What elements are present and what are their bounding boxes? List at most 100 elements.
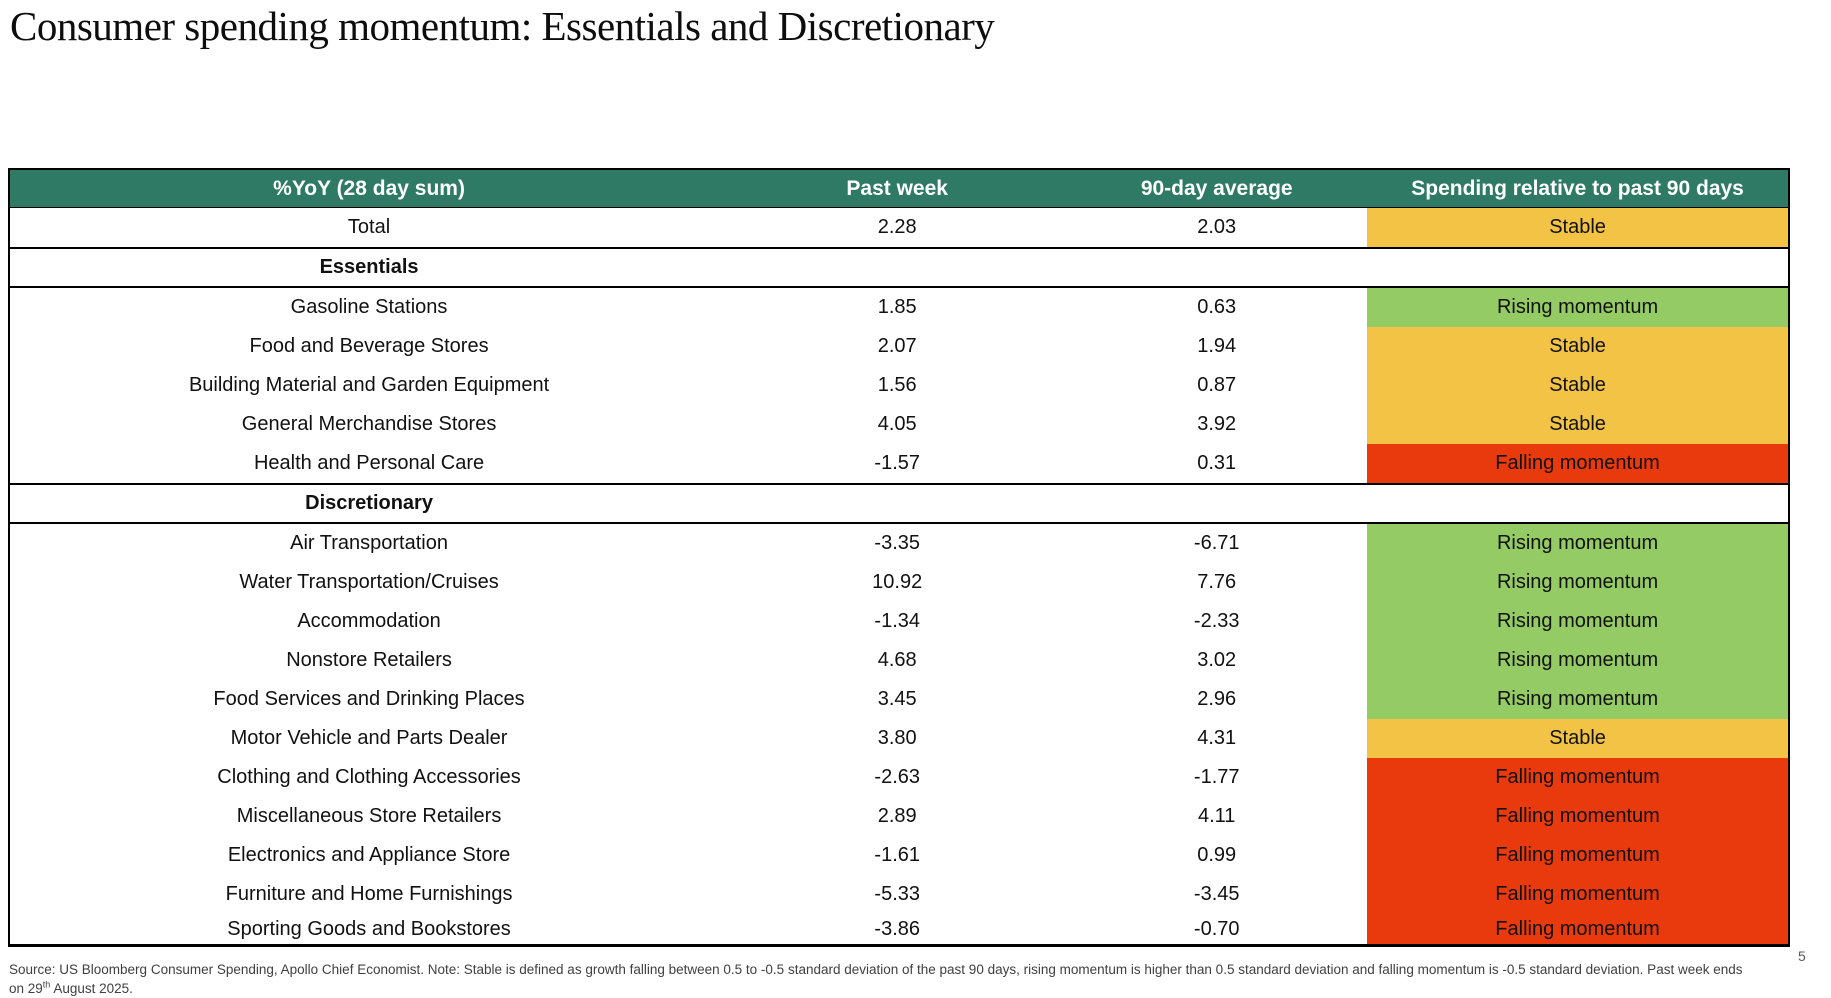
category-cell: General Merchandise Stores — [241, 413, 497, 435]
avg-90day-cell: -6.71 — [1193, 532, 1240, 554]
avg-90day-cell: 0.31 — [1197, 452, 1237, 474]
category-cell: Air Transportation — [290, 532, 448, 554]
past-week-cell: -5.33 — [874, 883, 920, 905]
table-row-food-services-and-drinking-places: Food Services and Drinking Places 3.45 2.9… — [9, 680, 1789, 719]
status-cell: Stable — [1367, 719, 1789, 758]
past-week-cell — [728, 483, 1067, 524]
category-cell: Clothing and Clothing Accessories — [217, 766, 521, 788]
source-note: Source: US Bloomberg Consumer Spending, … — [9, 960, 1757, 998]
past-week-cell: 3.80 — [877, 727, 917, 749]
status-cell: Falling momentum — [1367, 758, 1789, 797]
table-row-nonstore-retailers: Nonstore Retailers 4.68 3.02 Rising momentu… — [9, 641, 1789, 680]
status-cell: Rising momentum — [1367, 602, 1789, 641]
past-week-cell: 1.56 — [877, 374, 917, 396]
avg-90day-cell: -2.33 — [1193, 610, 1240, 632]
status-cell: Stable — [1367, 366, 1789, 405]
table-row-air-transportation: Air Transportation -3.35 -6.71 Rising momen… — [9, 523, 1789, 563]
table-row-food-and-beverage-stores: Food and Beverage Stores 2.07 1.94 Stable — [9, 327, 1789, 366]
section-label: Essentials — [9, 247, 729, 288]
avg-90day-cell: 3.92 — [1197, 413, 1237, 435]
category-cell: Health and Personal Care — [253, 452, 485, 474]
past-week-cell: -3.86 — [874, 917, 920, 940]
status-cell — [1367, 247, 1789, 288]
table-row-miscellaneous-store-retailers: Miscellaneous Store Retailers 2.89 4.11 Fal… — [9, 797, 1789, 836]
table-row-accommodation: Accommodation -1.34 -2.33 Rising momentum — [9, 602, 1789, 641]
category-cell: Food Services and Drinking Places — [213, 688, 525, 710]
status-cell: Falling momentum — [1367, 444, 1789, 484]
past-week-cell: 1.85 — [877, 296, 917, 318]
column-header-yoy: %YoY (28 day sum) — [9, 169, 729, 208]
past-week-cell: 4.05 — [877, 413, 917, 435]
past-week-cell: 2.89 — [877, 805, 917, 827]
category-cell: Gasoline Stations — [290, 296, 448, 318]
category-cell: Miscellaneous Store Retailers — [236, 805, 502, 827]
status-cell: Falling momentum — [1367, 797, 1789, 836]
spending-momentum-table: %YoY (28 day sum) Past week 90-day avera… — [8, 168, 1790, 947]
avg-90day-cell: 1.94 — [1197, 335, 1237, 357]
avg-90day-cell: -0.70 — [1193, 917, 1240, 940]
avg-90day-cell: -3.45 — [1193, 883, 1240, 905]
category-cell: Building Material and Garden Equipment — [188, 374, 550, 396]
status-cell: Stable — [1367, 207, 1789, 249]
page-number: 5 — [1798, 948, 1806, 964]
column-header-spending-relative: Spending relative to past 90 days — [1367, 169, 1789, 208]
spending-table-body: Total 2.28 2.03 Stable Essentials Gasoline St… — [9, 207, 1789, 946]
category-cell: Food and Beverage Stores — [249, 335, 489, 357]
status-cell: Falling momentum — [1367, 875, 1789, 914]
table-header: %YoY (28 day sum) Past week 90-day avera… — [9, 169, 1789, 208]
avg-90day-cell: 7.76 — [1197, 571, 1237, 593]
past-week-cell: 10.92 — [872, 571, 923, 593]
table-row-motor-vehicle-and-parts-dealer: Motor Vehicle and Parts Dealer 3.80 4.31 St… — [9, 719, 1789, 758]
section-label: Discretionary — [9, 483, 729, 524]
section-row-essentials: Essentials — [9, 247, 1789, 288]
status-cell — [1367, 483, 1789, 524]
category-cell: Furniture and Home Furnishings — [225, 883, 513, 905]
status-cell: Stable — [1367, 327, 1789, 366]
avg-90day-cell: 4.11 — [1197, 805, 1236, 827]
status-cell: Rising momentum — [1367, 680, 1789, 719]
table-row-water-transportation-cruises: Water Transportation/Cruises 10.92 7.76 Ris… — [9, 563, 1789, 602]
category-cell: Water Transportation/Cruises — [239, 571, 499, 593]
category-cell: Total — [9, 207, 729, 249]
avg-90day-cell — [1066, 247, 1368, 288]
source-note-text-end: August 2025. — [50, 980, 133, 996]
avg-90day-cell: 0.87 — [1197, 374, 1237, 396]
column-header-90day-average: 90-day average — [1066, 169, 1368, 208]
status-cell: Falling momentum — [1367, 836, 1789, 875]
ordinal-superscript: th — [42, 979, 51, 989]
avg-90day-cell: 0.63 — [1197, 296, 1237, 318]
avg-90day-cell: -1.77 — [1193, 766, 1240, 788]
past-week-cell: 4.68 — [877, 649, 917, 671]
avg-90day-cell — [1066, 483, 1368, 524]
table-row-total: Total 2.28 2.03 Stable — [9, 207, 1789, 249]
table-row-furniture-and-home-furnishings: Furniture and Home Furnishings -5.33 -3.45… — [9, 875, 1789, 914]
table-row-health-and-personal-care: Health and Personal Care -1.57 0.31 Falling… — [9, 444, 1789, 484]
table-row-clothing-and-clothing-accessories: Clothing and Clothing Accessories -2.63 -1… — [9, 758, 1789, 797]
table-row-electronics-and-appliance-store: Electronics and Appliance Store -1.61 0.99… — [9, 836, 1789, 875]
category-cell: Motor Vehicle and Parts Dealer — [230, 727, 508, 749]
table-row-general-merchandise-stores: General Merchandise Stores 4.05 3.92 Stable — [9, 405, 1789, 444]
status-cell: Rising momentum — [1367, 523, 1789, 563]
past-week-cell: -1.34 — [874, 610, 920, 632]
past-week-cell — [728, 247, 1067, 288]
avg-90day-cell: 4.31 — [1197, 727, 1237, 749]
past-week-cell: -1.61 — [874, 844, 920, 866]
status-cell: Falling momentum — [1367, 914, 1789, 946]
page-title: Consumer spending momentum: Essentials a… — [10, 3, 995, 49]
past-week-cell: 3.45 — [877, 688, 917, 710]
source-note-text: Source: US Bloomberg Consumer Spending, … — [9, 961, 1743, 996]
avg-90day-cell: 0.99 — [1197, 844, 1237, 866]
section-row-discretionary: Discretionary — [9, 483, 1789, 524]
past-week-cell: -3.35 — [874, 532, 920, 554]
status-cell: Rising momentum — [1367, 287, 1789, 327]
avg-90day-cell: 2.96 — [1197, 688, 1237, 710]
table-row-sporting-goods-and-bookstores: Sporting Goods and Bookstores -3.86 -0.70 F… — [9, 914, 1789, 946]
category-cell: Nonstore Retailers — [286, 649, 452, 671]
category-cell: Sporting Goods and Bookstores — [227, 917, 511, 940]
past-week-cell: -2.63 — [874, 766, 920, 788]
avg-90day-cell: 3.02 — [1197, 649, 1237, 671]
column-header-past-week: Past week — [728, 169, 1067, 208]
status-cell: Stable — [1367, 405, 1789, 444]
avg-90day-cell: 2.03 — [1066, 207, 1368, 249]
status-cell: Rising momentum — [1367, 641, 1789, 680]
